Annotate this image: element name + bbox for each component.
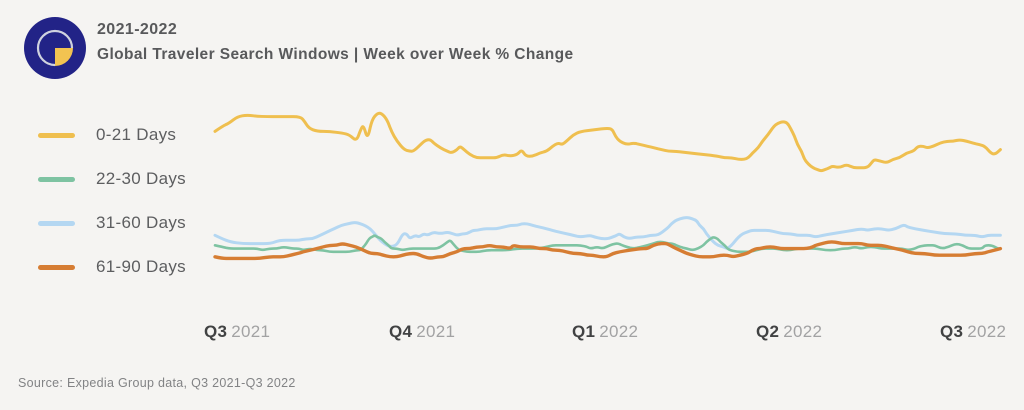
legend-item-22-30-days: 22-30 Days	[38, 157, 186, 201]
series-line-0-21-days	[213, 111, 1002, 173]
series-line-61-90-days	[213, 240, 1003, 261]
legend-item-0-21-days: 0-21 Days	[38, 113, 186, 157]
page-title: Global Traveler Search Windows | Week ov…	[97, 46, 574, 63]
legend-swatch-0-21	[38, 132, 75, 138]
legend-swatch-31-60	[38, 220, 75, 226]
header: 2021-2022 Global Traveler Search Windows…	[97, 21, 574, 64]
legend-item-31-60-days: 31-60 Days	[38, 201, 186, 245]
legend-item-61-90-days: 61-90 Days	[38, 245, 186, 289]
header-years: 2021-2022	[97, 21, 178, 38]
x-axis-label-q4-2021: Q4 2021	[389, 322, 456, 341]
legend-swatch-61-90	[38, 264, 75, 270]
x-axis-label-q3-2021: Q3 2021	[204, 322, 271, 341]
x-axis-label-q2-2022: Q2 2022	[756, 322, 823, 341]
x-axis-label-q1-2022: Q1 2022	[572, 322, 639, 341]
expedia-group-logo-icon	[24, 17, 86, 79]
x-axis-label-q3-2022: Q3 2022	[940, 322, 1007, 341]
logo-wedge	[55, 48, 73, 66]
legend-label: 0-21 Days	[96, 125, 177, 144]
logo-ring	[36, 29, 74, 67]
legend-label: 31-60 Days	[96, 213, 186, 232]
source-note: Source: Expedia Group data, Q3 2021-Q3 2…	[18, 376, 296, 390]
legend-swatch-22-30	[38, 176, 75, 182]
series-line-22-30-days	[213, 234, 1002, 254]
series-line-31-60-days	[213, 216, 1002, 250]
legend: 0-21 Days 22-30 Days 31-60 Days 61-90 Da…	[38, 113, 186, 289]
legend-label: 22-30 Days	[96, 169, 186, 188]
legend-label: 61-90 Days	[96, 257, 186, 276]
